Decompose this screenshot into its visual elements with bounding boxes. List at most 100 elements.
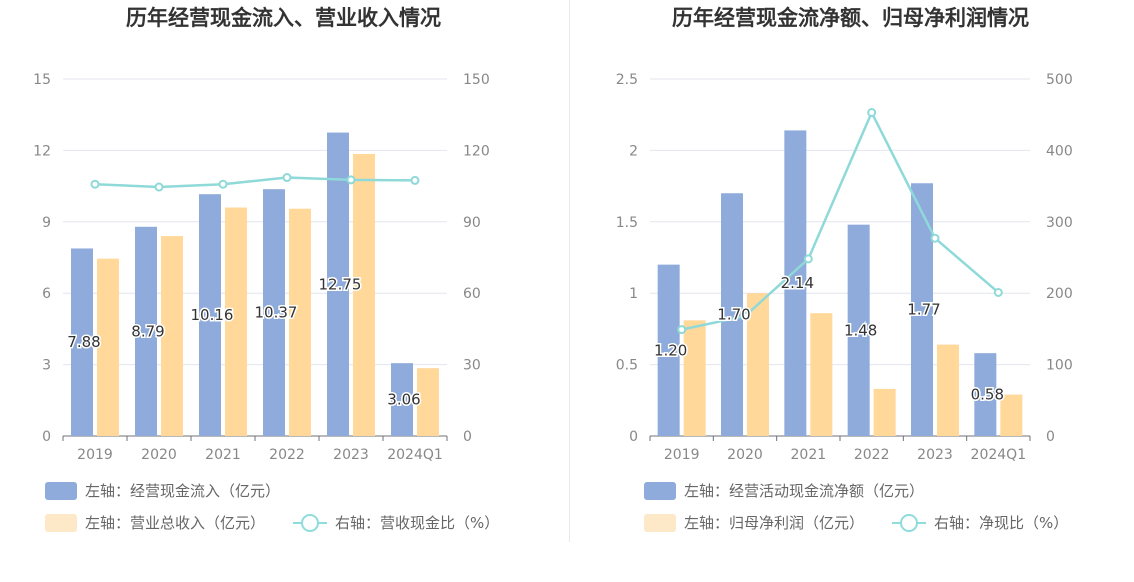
- legend-item[interactable]: 左轴：经营现金流入（亿元）: [45, 480, 280, 501]
- bar-series-1: [135, 226, 157, 436]
- y-left-tick-label: 15: [33, 72, 51, 88]
- bar-series-2: [810, 313, 833, 436]
- y-left-tick-label: 9: [42, 215, 51, 231]
- legend-item[interactable]: 右轴：净现比（%）: [892, 512, 1068, 533]
- legend-label: 左轴：归母净利润（亿元）: [684, 514, 865, 532]
- legend-swatch: [45, 513, 77, 532]
- legend-item[interactable]: 左轴：经营活动现金流净额（亿元）: [644, 480, 924, 501]
- y-left-tick-label: 0.5: [616, 358, 638, 374]
- y-left-tick-label: 1: [629, 286, 638, 302]
- bar-series-2: [161, 236, 183, 436]
- line-series: [681, 109, 1000, 331]
- line-point: [867, 108, 877, 118]
- y-right-tick-label: 90: [463, 215, 481, 231]
- y-right-tick-label: 500: [1046, 72, 1073, 88]
- chart-svg: 0 0 0.5 100 1 200 1.5 300 2 400 2.5 500 2019 2020 2021…: [616, 72, 1073, 463]
- y-right-tick-label: 120: [463, 143, 490, 159]
- x-tick-label: 2024Q1: [387, 447, 443, 463]
- y-left-tick-label: 0: [629, 429, 638, 445]
- y-right-tick-label: 60: [463, 286, 481, 302]
- y-right-tick-label: 100: [1046, 358, 1073, 374]
- line-point: [346, 175, 356, 185]
- bar-data-label: 2.14: [781, 274, 814, 292]
- y-right-tick-label: 400: [1046, 143, 1073, 159]
- legend-line-swatch: [293, 513, 327, 532]
- line-point: [154, 182, 164, 192]
- bar-data-label: 0.58: [971, 386, 1004, 404]
- bar-data-label: 1.20: [654, 341, 687, 359]
- x-tick-label: 2022: [269, 447, 305, 463]
- bar-series-2: [417, 368, 439, 436]
- y-left-tick-label: 0: [42, 429, 51, 445]
- legend-line-swatch: [892, 513, 926, 532]
- line-series: [94, 176, 416, 189]
- line-point: [282, 173, 292, 183]
- y-left-tick-label: 1.5: [616, 215, 638, 231]
- y-right-tick-label: 300: [1046, 215, 1073, 231]
- bar-series-2: [873, 388, 896, 436]
- bar-series-2: [937, 344, 959, 436]
- chart-panel-left: 历年经营现金流入、营业收入情况 0 0 3 30 6 60 9 90 12 120 15 150 201…: [33, 6, 499, 533]
- bar-series-2: [97, 258, 119, 436]
- x-tick-label: 2019: [77, 447, 113, 463]
- chart-title: 历年经营现金流入、营业收入情况: [126, 6, 441, 30]
- bar-series-1: [847, 224, 870, 436]
- y-right-tick-label: 150: [463, 72, 490, 88]
- bar-series-1: [391, 363, 413, 436]
- legend-swatch: [644, 513, 676, 532]
- bar-series-1: [657, 264, 680, 436]
- y-right-tick-label: 30: [463, 358, 481, 374]
- bar-data-label: 7.88: [67, 333, 100, 351]
- bar-data-label: 12.75: [319, 275, 362, 293]
- bar-series-2: [225, 207, 247, 436]
- bar-data-label: 1.48: [844, 321, 877, 339]
- bar-data-label: 8.79: [131, 322, 164, 340]
- y-left-tick-label: 6: [42, 286, 51, 302]
- legend-label: 左轴：经营现金流入（亿元）: [85, 482, 281, 500]
- line-point: [218, 179, 228, 189]
- x-tick-label: 2021: [791, 447, 827, 463]
- line-point: [930, 233, 940, 243]
- line-point: [90, 179, 100, 189]
- legend-item[interactable]: 右轴：营收现金比（%）: [293, 512, 499, 533]
- bar-series-1: [199, 194, 221, 436]
- bar-data-label: 1.77: [907, 301, 940, 319]
- x-tick-label: 2023: [917, 447, 953, 463]
- x-tick-label: 2023: [333, 447, 369, 463]
- y-right-tick-label: 200: [1046, 286, 1073, 302]
- bar-series-1: [71, 248, 93, 436]
- bar-data-label: 3.06: [387, 391, 420, 409]
- y-left-tick-label: 2.5: [616, 72, 638, 88]
- line-point: [677, 325, 687, 335]
- bar-series-2: [353, 153, 375, 436]
- bar-series-1: [911, 183, 933, 436]
- chart-title: 历年经营现金流净额、归母净利润情况: [672, 6, 1029, 30]
- bar-series-2: [683, 320, 706, 436]
- legend-item[interactable]: 左轴：营业总收入（亿元）: [45, 512, 265, 533]
- y-left-tick-label: 3: [42, 358, 51, 374]
- bar-series-1: [784, 130, 807, 436]
- x-tick-label: 2021: [205, 447, 241, 463]
- y-left-tick-label: 2: [629, 143, 638, 159]
- bar-series-1: [974, 353, 997, 436]
- legend-swatch: [45, 481, 77, 500]
- legend-item[interactable]: 左轴：归母净利润（亿元）: [644, 512, 864, 533]
- legend-swatch: [644, 481, 676, 500]
- bar-series-1: [721, 193, 743, 436]
- line-point: [803, 254, 813, 264]
- bar-data-label: 10.37: [255, 304, 298, 322]
- legend-label: 右轴：净现比（%）: [934, 514, 1069, 532]
- y-right-tick-label: 0: [463, 429, 472, 445]
- x-tick-label: 2024Q1: [971, 447, 1027, 463]
- x-tick-label: 2020: [141, 447, 177, 463]
- line-point: [993, 287, 1003, 297]
- bar-series-1: [327, 132, 349, 437]
- legend-label: 左轴：营业总收入（亿元）: [85, 514, 266, 532]
- chart-panel-right: 历年经营现金流净额、归母净利润情况 0 0 0.5 100 1 200 1.5 300 2 400…: [567, 0, 1134, 582]
- x-tick-label: 2022: [854, 447, 890, 463]
- bar-data-label: 10.16: [191, 306, 234, 324]
- x-tick-label: 2019: [664, 447, 700, 463]
- bar-series-2: [289, 208, 311, 436]
- bar-series-1: [263, 189, 285, 436]
- y-left-tick-label: 12: [33, 143, 51, 159]
